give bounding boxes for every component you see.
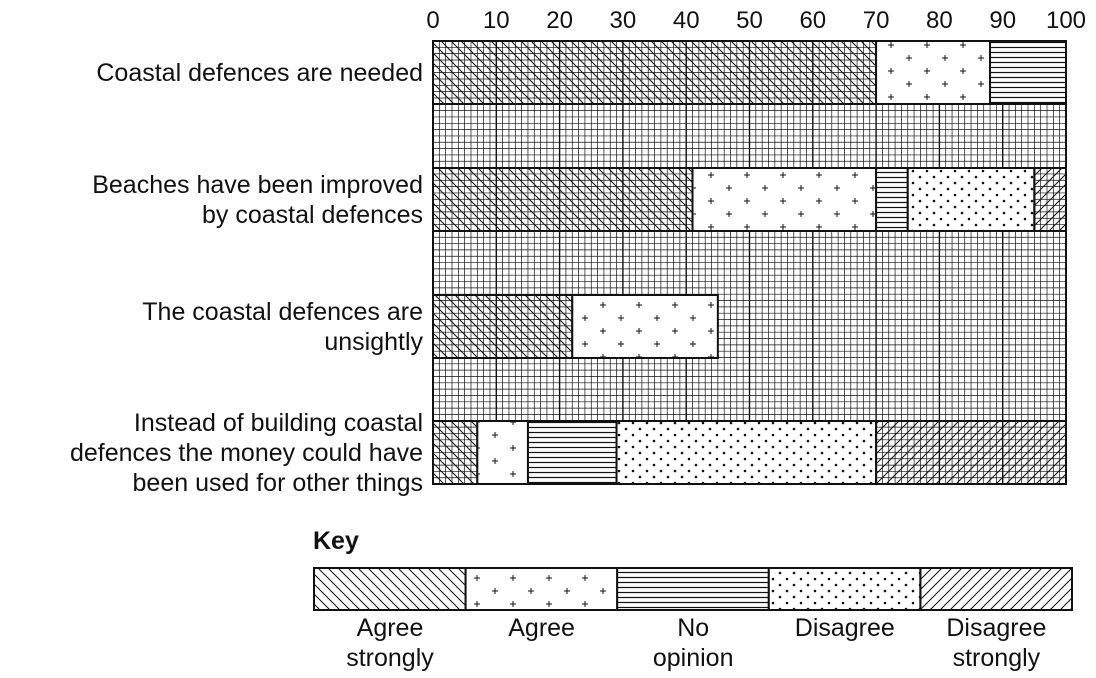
legend (313, 567, 1074, 611)
bar-segment (432, 167, 694, 232)
legend-swatch (616, 567, 770, 611)
bar-segment (615, 420, 878, 485)
legend-swatch (767, 567, 922, 611)
bars (432, 40, 1067, 485)
x-tick-label: 30 (610, 7, 637, 34)
legend-swatch (919, 567, 1074, 611)
x-tick-label: 40 (673, 7, 700, 34)
bar-segment (1033, 167, 1067, 232)
bar-segment (691, 167, 878, 232)
legend-swatch (313, 567, 467, 611)
x-tick-label: 10 (483, 7, 510, 34)
legend-label: Agree (508, 614, 575, 642)
bar-segment (571, 294, 719, 359)
legend-title: Key (313, 527, 359, 555)
legend-swatch (464, 567, 619, 611)
bar-segment (906, 167, 1036, 232)
legend-label: Disagree strongly (946, 614, 1047, 672)
bar-segment (476, 420, 529, 485)
category-label: Beaches have been improved by coastal def… (92, 170, 423, 229)
bar-segment (989, 40, 1067, 105)
x-tick-label: 50 (736, 7, 763, 34)
bar-segment (526, 420, 618, 485)
legend-label: Disagree (794, 614, 895, 642)
bar-segment (875, 167, 909, 232)
bar-segment (432, 294, 574, 359)
x-tick-label: 70 (863, 7, 890, 34)
x-tick-labels: 0 10 20 30 40 50 60 70 80 90 100 (426, 7, 1086, 34)
x-tick-label: 100 (1046, 7, 1086, 34)
category-label: Coastal defences are needed (96, 58, 423, 87)
legend-label: No opinion (652, 614, 734, 672)
bar-segment (875, 40, 992, 105)
x-tick-label: 0 (426, 7, 439, 34)
legend-label: Agree strongly (346, 614, 434, 672)
category-label: Instead of building coastal defences the … (69, 408, 423, 497)
x-tick-label: 20 (546, 7, 573, 34)
category-label: The coastal defences are unsightly (142, 297, 423, 356)
x-tick-label: 90 (989, 7, 1016, 34)
bar-segment (875, 420, 1067, 485)
bar-segment (432, 40, 878, 105)
x-tick-label: 80 (926, 7, 953, 34)
x-tick-label: 60 (799, 7, 826, 34)
bar-segment (432, 420, 479, 485)
grid-lines (432, 40, 1067, 485)
